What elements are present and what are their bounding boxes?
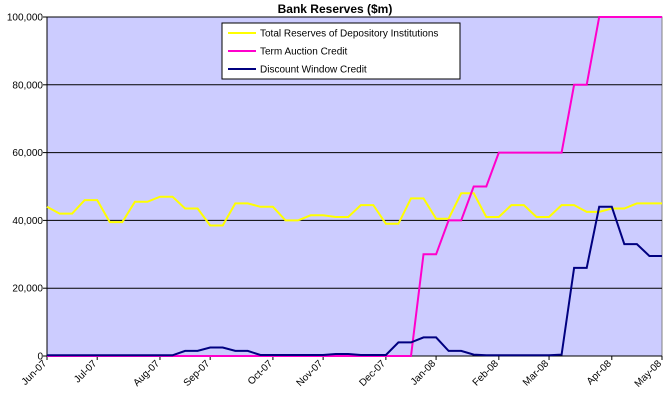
x-tick-label: Jun-07 xyxy=(20,358,50,388)
y-tick-label: 0 xyxy=(37,352,43,363)
x-tick-label: Dec-07 xyxy=(357,358,388,389)
y-tick-label: 60,000 xyxy=(12,148,43,159)
x-tick-label: Apr-08 xyxy=(585,358,614,387)
chart-title: Bank Reserves ($m) xyxy=(278,2,393,16)
legend-box xyxy=(221,22,461,80)
x-tick-label: Oct-07 xyxy=(246,358,275,387)
x-tick-label: Nov-07 xyxy=(295,358,326,389)
y-tick-label: 20,000 xyxy=(12,284,43,295)
x-tick-label: May-08 xyxy=(633,358,665,390)
y-tick-label: 80,000 xyxy=(12,80,43,91)
x-tick-label: Sep-07 xyxy=(182,358,213,389)
x-tick-label: Aug-07 xyxy=(131,358,162,389)
legend: Total Reserves of Depository Institution… xyxy=(221,22,461,80)
legend-label: Discount Window Credit xyxy=(260,65,367,76)
legend-label: Term Auction Credit xyxy=(260,47,347,58)
x-tick-label: Jul-07 xyxy=(72,358,99,385)
series-line xyxy=(46,192,662,227)
y-tick-label: 100,000 xyxy=(7,13,44,24)
y-tick-label: 40,000 xyxy=(12,216,43,227)
x-tick-label: Feb-08 xyxy=(471,358,501,388)
x-tick-label: Mar-08 xyxy=(521,358,551,388)
series-line xyxy=(47,205,662,357)
x-tick-label: Jan-08 xyxy=(409,358,439,388)
legend-label: Total Reserves of Depository Institution… xyxy=(260,29,438,40)
